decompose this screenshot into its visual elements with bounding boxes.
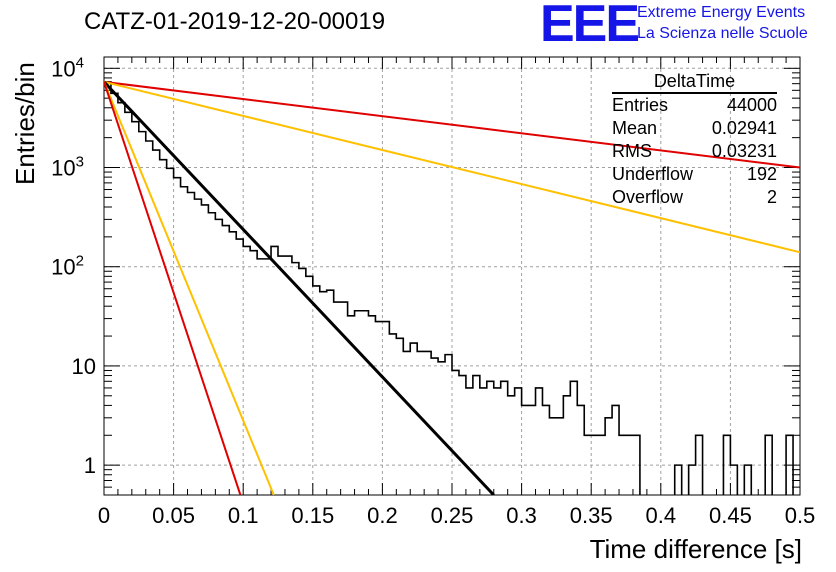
stats-title: DeltaTime: [612, 70, 777, 94]
x-tick-label: 0: [98, 503, 110, 528]
logo-line-1: Extreme Energy Events: [637, 4, 806, 21]
stats-label: Entries: [612, 95, 669, 115]
eee-logo-text: Extreme Energy Events La Scienza nelle S…: [637, 2, 808, 44]
fit-line: [104, 80, 800, 169]
y-tick-label: 10: [72, 354, 96, 379]
x-tick-label: 0.45: [709, 503, 752, 528]
chart-title: CATZ-01-2019-12-20-00019: [84, 8, 386, 35]
fit-line: [104, 80, 800, 254]
eee-logo: EEE: [540, 0, 640, 53]
stats-label: Mean: [612, 118, 658, 138]
stats-label: RMS: [612, 141, 652, 161]
y-axis-label-text: Entries/bin: [10, 62, 40, 185]
x-tick-label: 0.35: [570, 503, 613, 528]
y-tick-label: 104: [51, 54, 84, 81]
stats-row: Mean 0.02941: [612, 117, 777, 140]
x-tick-label: 0.15: [291, 503, 334, 528]
stats-row: Underflow 192: [612, 163, 777, 186]
stats-value: 192: [746, 164, 777, 184]
stats-label: Underflow: [612, 164, 694, 184]
x-tick-label: 0.4: [646, 503, 677, 528]
stats-value: 0.02941: [711, 118, 777, 138]
stats-row: Overflow 2: [612, 186, 777, 209]
x-tick-label: 0.25: [431, 503, 474, 528]
x-tick-label: 0.5: [785, 503, 816, 528]
x-tick-label: 0.1: [228, 503, 259, 528]
fit-line: [104, 81, 275, 495]
stats-box: DeltaTime Entries 44000 Mean 0.02941 RMS 0.…: [612, 70, 777, 209]
y-tick-label: 103: [51, 154, 84, 181]
stats-value: 44000: [726, 95, 777, 115]
y-tick-label: 102: [51, 253, 84, 280]
stats-label: Overflow: [612, 187, 684, 207]
histogram-series: [104, 81, 794, 495]
logo-line-2: La Scienza nelle Scuole: [637, 25, 808, 42]
fit-line: [104, 81, 242, 495]
x-tick-label: 0.3: [506, 503, 537, 528]
stats-row: RMS 0.03231: [612, 140, 777, 163]
stats-value: 0.03231: [711, 141, 777, 161]
x-tick-label: 0.05: [152, 503, 195, 528]
y-tick-label: 1: [84, 453, 96, 478]
stats-row: Entries 44000: [612, 94, 777, 117]
fit-line: [104, 80, 495, 495]
stats-value: 2: [766, 187, 777, 207]
x-tick-label: 0.2: [367, 503, 398, 528]
x-axis-label: Time difference [s]: [589, 534, 802, 564]
